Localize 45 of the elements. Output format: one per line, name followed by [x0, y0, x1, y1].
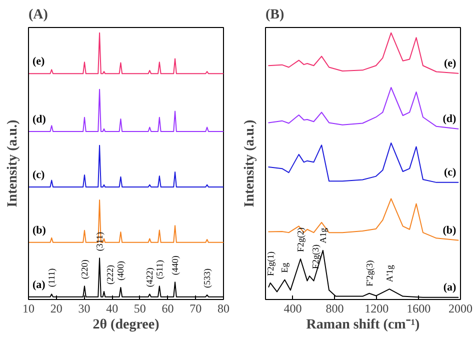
x-tick-label: 30: [78, 302, 90, 316]
series-label: (a): [443, 281, 457, 294]
chart-title: (B): [266, 8, 284, 22]
x-axis-title: Raman shift (cm⁻¹): [306, 318, 420, 332]
annotation: F2g(2): [296, 227, 306, 252]
annotation: (511): [154, 260, 164, 280]
annotation: A'1g: [384, 264, 394, 282]
annotation: (222): [104, 265, 115, 284]
annotation: A1g: [318, 227, 328, 244]
annotation: (220): [79, 260, 90, 280]
x-axis-title: 2θ (degree): [92, 318, 160, 332]
series-label: (e): [444, 57, 457, 70]
series-label: (d): [32, 114, 46, 126]
annotation: (111): [46, 268, 57, 288]
series-label: (a): [32, 278, 46, 291]
annotation: Eg: [280, 262, 290, 273]
annotation: F2g(1): [265, 251, 276, 276]
annotation: F'2g(3): [364, 260, 374, 286]
annotation: F2g(3): [310, 244, 321, 270]
x-tick-label: 800: [326, 302, 344, 316]
x-tick-label: 20: [50, 302, 62, 316]
series-label: (c): [32, 168, 46, 181]
series-label: (c): [444, 166, 457, 178]
x-tick-label: 1600: [406, 302, 431, 316]
series-label: (e): [32, 56, 46, 68]
y-axis-title: Intensity (a.u.): [242, 119, 258, 208]
x-tick-label: 2000: [448, 302, 472, 316]
annotation: (311): [94, 232, 105, 252]
x-tick-label: 10: [22, 302, 34, 316]
annotation: (400): [116, 261, 126, 280]
x-tick-label: 1200: [364, 302, 389, 316]
x-tick-label: 40: [106, 302, 118, 316]
annotation: (533): [202, 268, 212, 288]
annotation: (422): [144, 268, 155, 288]
annotation: (440): [170, 256, 180, 276]
x-tick-label: 50: [134, 302, 146, 316]
x-tick-label: 80: [218, 302, 230, 316]
series-label: (b): [32, 224, 46, 236]
series-label: (d): [442, 112, 457, 125]
chart-title: (A): [28, 8, 48, 22]
x-tick-label: 400: [284, 302, 302, 316]
x-tick-label: 60: [162, 302, 174, 316]
y-axis-title: Intensity (a.u.): [6, 119, 20, 208]
x-tick-label: 70: [190, 302, 202, 316]
series-label: (b): [442, 224, 457, 236]
